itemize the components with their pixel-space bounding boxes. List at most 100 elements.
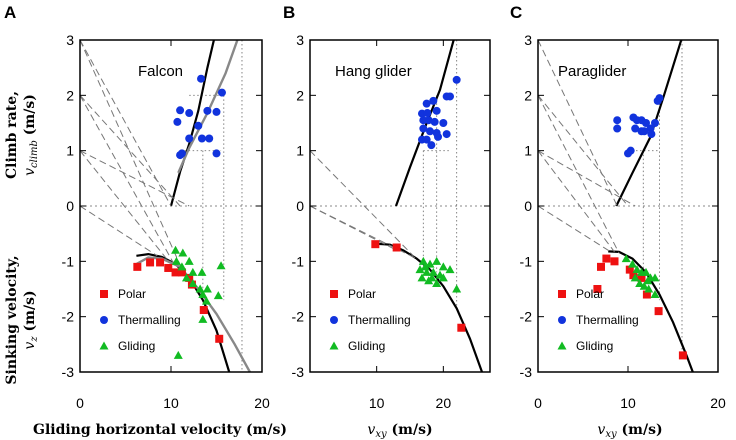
polar-curve xyxy=(608,250,694,372)
y-label-top-sub: climb xyxy=(29,140,40,168)
tangent-dashed-line xyxy=(538,150,636,207)
polar-point xyxy=(629,271,638,280)
y-tick-label: 3 xyxy=(296,32,304,48)
panel-letter: B xyxy=(283,3,295,22)
x-label-panel-c: vxy (m/s) xyxy=(597,422,662,440)
gliding-point xyxy=(422,267,432,276)
y-tick-label: 2 xyxy=(296,87,304,103)
polar-point xyxy=(371,240,380,249)
gliding-point xyxy=(188,267,198,276)
panel-title: Falcon xyxy=(138,63,183,80)
y-tick-label: -2 xyxy=(292,309,305,325)
gliding-point xyxy=(641,267,651,276)
gliding-point xyxy=(632,265,642,274)
thermalling-point xyxy=(212,149,221,158)
y-tick-label: -3 xyxy=(62,364,75,380)
gliding-point xyxy=(635,278,645,287)
gliding-point xyxy=(438,273,448,282)
legend-marker-polar xyxy=(100,290,108,298)
y-tick-label: -1 xyxy=(62,253,75,269)
gliding-point xyxy=(644,284,654,293)
gliding-point xyxy=(216,261,226,270)
legend-marker-thermalling xyxy=(100,316,108,324)
tangent-dashed-line xyxy=(80,205,158,257)
tangent-dashed-line xyxy=(538,150,615,253)
polar-point xyxy=(171,268,180,277)
gliding-point xyxy=(445,265,455,274)
gray-polar-curve xyxy=(177,40,239,174)
y-tick-label: -2 xyxy=(520,309,533,325)
legend-marker-gliding xyxy=(99,341,109,350)
y-label-top-unit: (m/s) xyxy=(22,94,38,140)
gliding-point xyxy=(630,273,640,282)
legend-marker-polar xyxy=(330,290,338,298)
y-label-top-bold: Climb rate, xyxy=(4,91,20,179)
polar-point xyxy=(199,306,208,315)
gliding-point xyxy=(198,314,208,323)
legend-label: Gliding xyxy=(118,339,155,353)
polar-point xyxy=(654,307,663,316)
gliding-point xyxy=(173,350,183,359)
polar-point xyxy=(602,254,611,263)
y-label-bottom-unit: (m/s) xyxy=(22,290,38,336)
gliding-point xyxy=(197,267,207,276)
y-tick-label: 2 xyxy=(524,87,532,103)
thermalling-point xyxy=(212,107,221,116)
y-tick-label: 1 xyxy=(524,143,532,159)
x-tick-label: 0 xyxy=(76,395,84,411)
thermalling-point xyxy=(647,130,656,139)
gliding-point xyxy=(628,259,637,268)
gliding-point xyxy=(432,256,442,265)
polar-point xyxy=(457,323,466,332)
polar-point xyxy=(593,285,602,293)
x-label-b-unit: (m/s) xyxy=(387,422,433,438)
tangent-dashed-line xyxy=(538,95,620,254)
gliding-point xyxy=(650,273,660,282)
panel-title: Paraglider xyxy=(558,63,626,80)
plot-area xyxy=(80,40,262,372)
legend-label: Polar xyxy=(118,287,146,301)
x-tick-label: 20 xyxy=(436,395,452,411)
x-tick-label: 10 xyxy=(620,395,636,411)
y-label-top-sym: vclimb (m/s) xyxy=(22,94,40,176)
tangent-dashed-line xyxy=(80,94,181,207)
gliding-point xyxy=(621,254,631,263)
polar-point xyxy=(637,273,646,282)
tangent-dashed-line xyxy=(310,150,414,257)
y-tick-label: 1 xyxy=(296,143,304,159)
gliding-point xyxy=(195,284,205,293)
gliding-point xyxy=(213,291,223,300)
gliding-point xyxy=(188,278,198,287)
gliding-point xyxy=(184,256,194,265)
panel-letter: C xyxy=(510,3,522,22)
tangent-dashed-line xyxy=(310,205,417,260)
thermalling-point xyxy=(452,75,461,84)
x-tick-label: 20 xyxy=(710,395,726,411)
thermalling-point xyxy=(423,109,432,118)
y-tick-label: 2 xyxy=(66,87,74,103)
thermalling-point xyxy=(624,149,632,158)
x-label-c-unit: (m/s) xyxy=(617,422,663,438)
gliding-point xyxy=(171,245,181,254)
polar-point xyxy=(610,257,619,266)
thermalling-point xyxy=(439,119,448,127)
panel-title: Hang glider xyxy=(335,63,412,80)
tangent-dashed-line xyxy=(80,95,177,268)
y-label-bottom-sub: z xyxy=(29,336,40,343)
y-tick-label: 3 xyxy=(66,32,74,48)
thermalling-point xyxy=(176,106,185,115)
legend-marker-thermalling xyxy=(558,316,566,324)
gliding-point xyxy=(452,284,462,293)
tangent-dashed-line xyxy=(80,40,172,207)
thermalling-point xyxy=(613,116,622,125)
gliding-point xyxy=(181,273,191,282)
legend-label: Thermalling xyxy=(118,313,181,327)
gliding-point xyxy=(198,290,208,299)
x-tick-label: 10 xyxy=(369,395,385,411)
tangent-dashed-line xyxy=(538,205,611,252)
gliding-point xyxy=(425,259,435,268)
polar-point xyxy=(678,351,687,360)
